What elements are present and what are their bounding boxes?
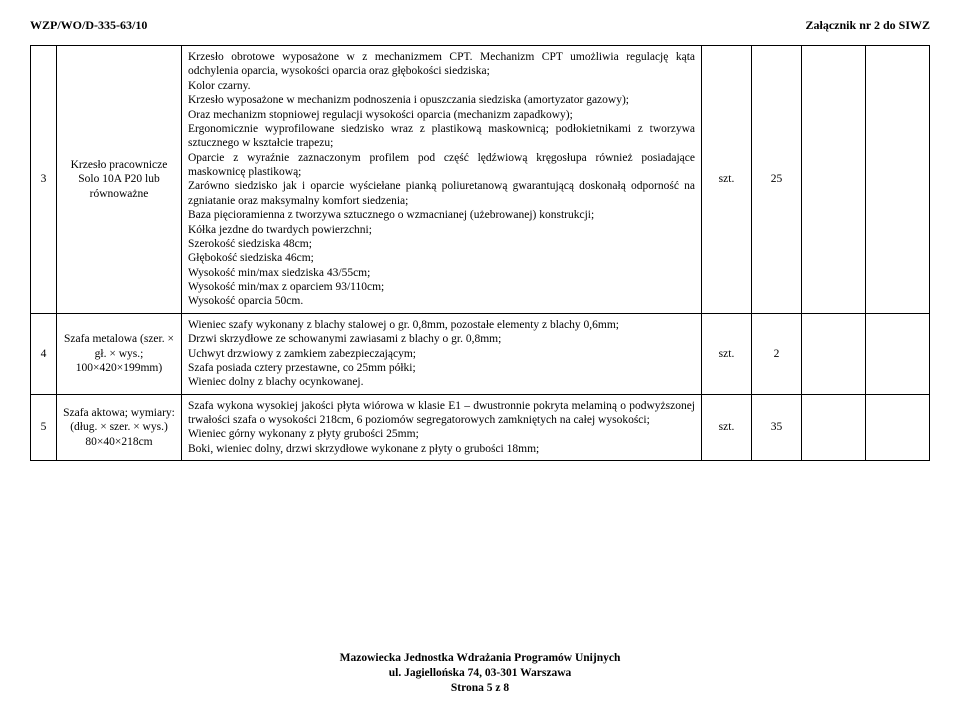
table-row: 3Krzesło pracownicze Solo 10A P20 lub ró…	[31, 46, 930, 314]
item-unit: szt.	[702, 313, 752, 394]
row-index: 3	[31, 46, 57, 314]
blank-cell	[866, 394, 930, 461]
item-description: Krzesło obrotowe wyposażone w z mechaniz…	[182, 46, 702, 314]
footer-line-2: ul. Jagiellońska 74, 03-301 Warszawa	[0, 666, 960, 681]
blank-cell	[802, 394, 866, 461]
item-name: Szafa metalowa (szer. × gł. × wys.; 100×…	[57, 313, 182, 394]
item-description: Szafa wykona wysokiej jakości płyta wiór…	[182, 394, 702, 461]
table-row: 4Szafa metalowa (szer. × gł. × wys.; 100…	[31, 313, 930, 394]
item-unit: szt.	[702, 394, 752, 461]
row-index: 4	[31, 313, 57, 394]
item-qty: 25	[752, 46, 802, 314]
footer-line-3: Strona 5 z 8	[0, 681, 960, 696]
header-left: WZP/WO/D-335-63/10	[30, 18, 147, 33]
item-name: Krzesło pracownicze Solo 10A P20 lub rów…	[57, 46, 182, 314]
blank-cell	[866, 313, 930, 394]
row-index: 5	[31, 394, 57, 461]
footer-line-1: Mazowiecka Jednostka Wdrażania Programów…	[0, 651, 960, 666]
table-row: 5Szafa aktowa; wymiary: (dług. × szer. ×…	[31, 394, 930, 461]
item-description: Wieniec szafy wykonany z blachy stalowej…	[182, 313, 702, 394]
item-unit: szt.	[702, 46, 752, 314]
blank-cell	[802, 313, 866, 394]
header-right: Załącznik nr 2 do SIWZ	[806, 18, 930, 33]
blank-cell	[802, 46, 866, 314]
spec-table: 3Krzesło pracownicze Solo 10A P20 lub ró…	[30, 45, 930, 461]
page-header: WZP/WO/D-335-63/10 Załącznik nr 2 do SIW…	[30, 18, 930, 33]
item-name: Szafa aktowa; wymiary: (dług. × szer. × …	[57, 394, 182, 461]
blank-cell	[866, 46, 930, 314]
item-qty: 35	[752, 394, 802, 461]
item-qty: 2	[752, 313, 802, 394]
page-footer: Mazowiecka Jednostka Wdrażania Programów…	[0, 651, 960, 696]
